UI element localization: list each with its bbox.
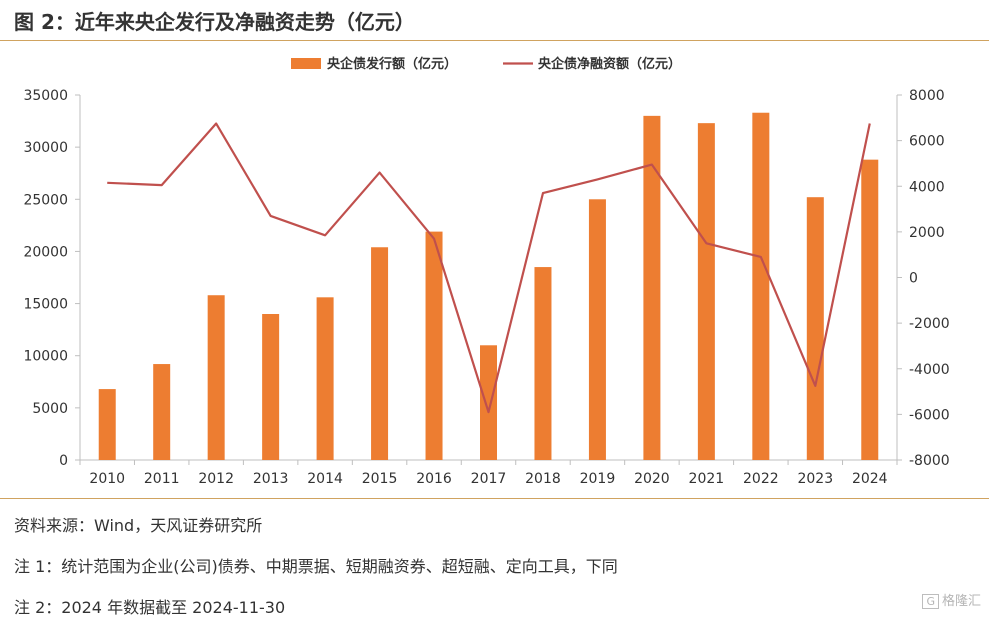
bar-issuance [698,123,715,460]
legend-swatch-issuance [291,58,321,69]
bar-issuance [534,267,551,460]
x-tick-label: 2014 [307,471,343,487]
bottom-divider [0,498,989,499]
watermark-logo: G [922,594,939,609]
x-tick-label: 2023 [797,471,833,487]
x-tick-label: 2013 [253,471,289,487]
legend-label-net-financing: 央企债净融资额（亿元） [538,56,681,72]
x-tick-label: 2021 [689,471,725,487]
x-tick-label: 2012 [198,471,234,487]
y-left-tick-label: 10000 [23,349,68,365]
x-tick-label: 2011 [144,471,180,487]
combo-chart: 05000100001500020000250003000035000-8000… [0,0,989,498]
y-right-tick-label: 0 [909,271,918,287]
x-tick-label: 2015 [362,471,398,487]
scope-note: 注 1：统计范围为企业(公司)债券、中期票据、短期融资券、超短融、定向工具，下同 [14,553,618,577]
watermark-text: 格隆汇 [942,594,981,609]
x-tick-label: 2019 [580,471,616,487]
bar-issuance [861,160,878,460]
y-left-tick-label: 5000 [32,401,68,417]
x-tick-label: 2016 [416,471,452,487]
x-tick-label: 2020 [634,471,670,487]
bar-issuance [480,345,497,460]
y-left-tick-label: 35000 [23,88,68,104]
y-left-tick-label: 30000 [23,140,68,156]
y-right-tick-label: 8000 [909,88,945,104]
x-tick-label: 2018 [525,471,561,487]
cutoff-note: 注 2：2024 年数据截至 2024-11-30 [14,594,285,618]
y-right-tick-label: 6000 [909,134,945,150]
y-right-tick-label: -8000 [909,453,950,469]
x-tick-label: 2022 [743,471,779,487]
y-right-tick-label: -6000 [909,407,950,423]
y-right-tick-label: -4000 [909,362,950,378]
y-right-tick-label: -2000 [909,316,950,332]
y-left-tick-label: 25000 [23,192,68,208]
bar-issuance [99,389,116,460]
source-note: 资料来源：Wind，天风证券研究所 [14,512,262,536]
bar-issuance [371,247,388,460]
bar-issuance [589,199,606,460]
bar-issuance [208,295,225,460]
y-left-tick-label: 20000 [23,244,68,260]
y-left-tick-label: 15000 [23,297,68,313]
bar-issuance [643,116,660,460]
x-tick-label: 2017 [471,471,507,487]
bar-issuance [807,197,824,460]
y-left-tick-label: 0 [59,453,68,469]
bar-issuance [752,113,769,460]
y-right-tick-label: 4000 [909,179,945,195]
bar-issuance [426,232,443,460]
y-right-tick-label: 2000 [909,225,945,241]
bar-issuance [153,364,170,460]
bar-issuance [262,314,279,460]
bar-issuance [317,297,334,460]
x-tick-label: 2024 [852,471,888,487]
legend-label-issuance: 央企债发行额（亿元） [327,56,457,72]
x-tick-label: 2010 [89,471,125,487]
